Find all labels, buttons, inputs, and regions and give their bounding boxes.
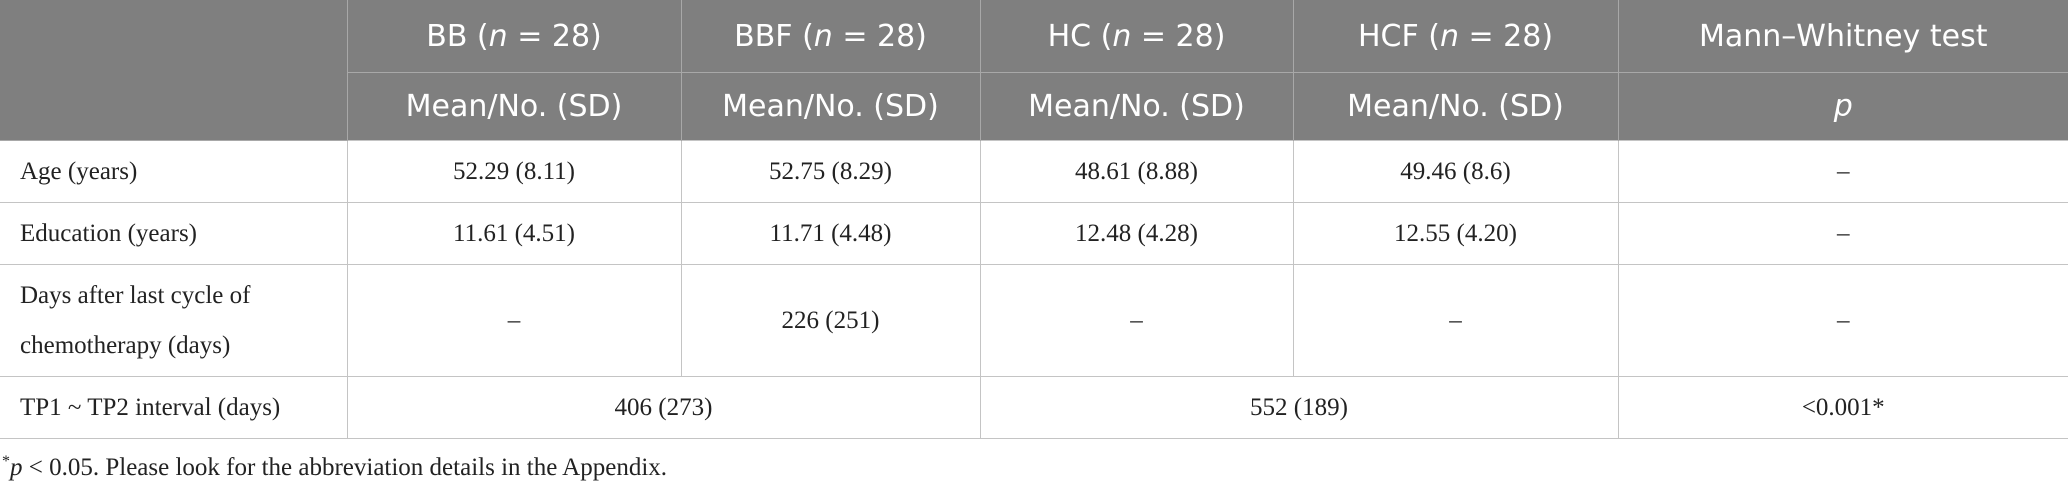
header-cell: HC (n = 28): [979, 0, 1294, 73]
cell: 11.61 (4.51): [346, 202, 682, 265]
header-text: BBF (: [734, 18, 814, 54]
header-cell: BB (n = 28): [346, 0, 682, 73]
header-text: = 28): [832, 18, 927, 54]
header-text: = 28): [507, 18, 602, 54]
header-text: n: [1439, 18, 1459, 54]
cell: 12.55 (4.20): [1292, 202, 1619, 265]
table-body: Age (years) 52.29 (8.11) 52.75 (8.29) 48…: [0, 140, 2068, 439]
header-text: = 28): [1131, 18, 1226, 54]
footnote-text: p: [10, 454, 23, 481]
header-text: n: [488, 18, 508, 54]
cell: 49.46 (8.6): [1292, 140, 1619, 203]
table-head: BB (n = 28) BBF (n = 28) HC (n = 28) HCF…: [0, 0, 2068, 141]
footnote-mark: *: [2, 453, 10, 470]
cell: –: [346, 264, 682, 377]
table-row: Education (years) 11.61 (4.51) 11.71 (4.…: [0, 202, 2068, 265]
cell: 12.48 (4.28): [979, 202, 1294, 265]
header-cell: Mean/No. (SD): [346, 72, 682, 141]
header-text: Mann–Whitney test: [1699, 18, 1988, 54]
footnote-text: < 0.05. Please look for the abbreviation…: [22, 454, 668, 481]
cell: –: [1617, 264, 2068, 377]
table-row: Days after last cycle of chemotherapy (d…: [0, 264, 2068, 377]
header-text: HC (: [1047, 18, 1113, 54]
header-row: BB (n = 28) BBF (n = 28) HC (n = 28) HCF…: [0, 0, 2068, 141]
header-text: n: [813, 18, 833, 54]
cell: 48.61 (8.88): [979, 140, 1294, 203]
cell: –: [979, 264, 1294, 377]
cell: 11.71 (4.48): [680, 202, 981, 265]
header-row: Mean/No. (SD) Mean/No. (SD) Mean/No. (SD…: [0, 72, 2068, 141]
header-cell: [0, 0, 348, 141]
header-cell: p: [1617, 72, 2068, 141]
data-table: BB (n = 28) BBF (n = 28) HC (n = 28) HCF…: [0, 0, 2068, 439]
footnote: *p < 0.05. Please look for the abbreviat…: [2, 453, 2068, 482]
table-row: TP1 ~ TP2 interval (days) 406 (273) 552 …: [0, 376, 2068, 439]
row-label: TP1 ~ TP2 interval (days): [0, 376, 348, 439]
cell: <0.001*: [1617, 376, 2068, 439]
header-text: = 28): [1458, 18, 1554, 54]
table-row: Age (years) 52.29 (8.11) 52.75 (8.29) 48…: [0, 140, 2068, 203]
cell: 226 (251): [680, 264, 981, 377]
header-text: HCF (: [1357, 18, 1440, 54]
cell: 406 (273): [346, 376, 981, 439]
row-label: Education (years): [0, 202, 348, 265]
cell: –: [1617, 140, 2068, 203]
header-cell: HCF (n = 28): [1292, 0, 1619, 73]
header-cell: Mean/No. (SD): [1292, 72, 1619, 141]
header-cell: Mean/No. (SD): [680, 72, 981, 141]
header-cell: Mean/No. (SD): [979, 72, 1294, 141]
header-text: n: [1112, 18, 1132, 54]
header-cell: BBF (n = 28): [680, 0, 981, 73]
header-text: BB (: [426, 18, 489, 54]
cell: –: [1617, 202, 2068, 265]
row-label: Days after last cycle of chemotherapy (d…: [0, 264, 348, 377]
row-label: Age (years): [0, 140, 348, 203]
cell: 52.75 (8.29): [680, 140, 981, 203]
header-cell: Mann–Whitney test: [1617, 0, 2068, 73]
cell: –: [1292, 264, 1619, 377]
cell: 552 (189): [979, 376, 1619, 439]
cell: 52.29 (8.11): [346, 140, 682, 203]
